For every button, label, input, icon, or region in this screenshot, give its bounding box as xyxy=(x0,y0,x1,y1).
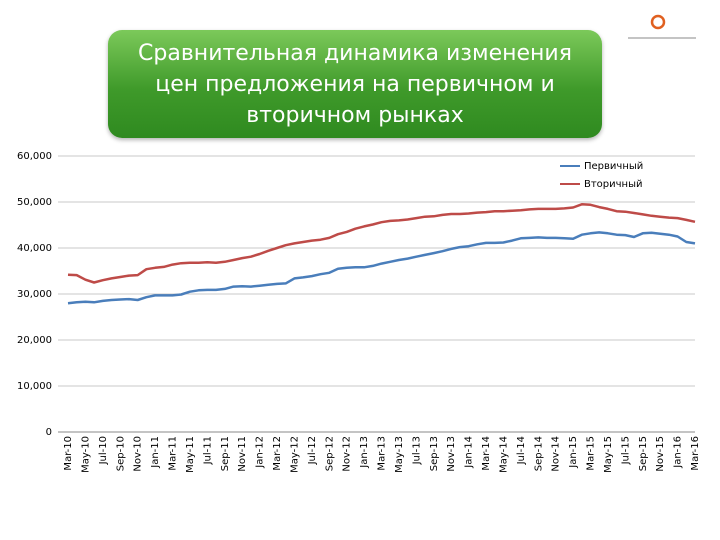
chart-title: Сравнительная динамика изменения цен пре… xyxy=(108,30,602,138)
x-tick-label: Mar-12 xyxy=(272,436,283,471)
x-tick-label: Mar-14 xyxy=(481,436,492,471)
x-tick-label: Sep-13 xyxy=(429,436,440,471)
x-tick-label: Mar-16 xyxy=(690,436,701,471)
x-tick-label: Mar-15 xyxy=(586,436,597,471)
y-tick-label: 30,000 xyxy=(17,289,52,300)
x-tick-label: Sep-15 xyxy=(638,436,649,471)
x-tick-label: Jul-14 xyxy=(516,436,527,465)
x-tick-label: May-11 xyxy=(185,436,196,473)
x-tick-label: Jan-13 xyxy=(359,436,370,469)
x-tick-label: Sep-12 xyxy=(324,436,335,471)
x-tick-label: Jul-12 xyxy=(307,436,318,465)
y-tick-label: 0 xyxy=(46,427,52,438)
series-line xyxy=(67,203,696,284)
x-tick-label: Jul-13 xyxy=(411,436,422,465)
y-tick-label: 60,000 xyxy=(17,151,52,162)
x-tick-label: Nov-13 xyxy=(446,436,457,472)
x-tick-label: Jul-11 xyxy=(202,436,213,465)
x-tick-label: May-10 xyxy=(80,436,91,473)
x-tick-label: Jan-16 xyxy=(673,436,684,469)
x-tick-label: Sep-14 xyxy=(533,436,544,471)
x-tick-label: Nov-11 xyxy=(237,436,248,472)
x-tick-label: Sep-11 xyxy=(220,436,231,471)
x-tick-label: May-13 xyxy=(394,436,405,473)
x-tick-label: May-15 xyxy=(603,436,614,473)
x-tick-label: May-14 xyxy=(498,436,509,473)
y-tick-label: 20,000 xyxy=(17,335,52,346)
x-tick-label: Mar-13 xyxy=(377,436,388,471)
x-tick-label: Mar-10 xyxy=(63,436,74,471)
legend-label: Вторичный xyxy=(584,179,643,190)
legend-label: Первичный xyxy=(584,161,643,172)
x-tick-label: Jan-11 xyxy=(150,436,161,469)
y-tick-label: 40,000 xyxy=(17,243,52,254)
x-tick-label: Sep-10 xyxy=(115,436,126,471)
x-tick-label: Mar-11 xyxy=(168,436,179,471)
x-tick-label: Nov-12 xyxy=(342,436,353,472)
logo-mark xyxy=(650,14,666,30)
x-tick-label: Jan-15 xyxy=(568,436,579,469)
x-tick-label: Jan-14 xyxy=(464,436,475,469)
series-line xyxy=(67,231,696,305)
x-tick-label: Nov-14 xyxy=(551,436,562,472)
x-tick-label: Jul-15 xyxy=(620,436,631,465)
y-tick-label: 50,000 xyxy=(17,197,52,208)
x-tick-label: Nov-15 xyxy=(655,436,666,472)
y-tick-label: 10,000 xyxy=(17,381,52,392)
x-tick-label: May-12 xyxy=(289,436,300,473)
x-tick-label: Nov-10 xyxy=(133,436,144,472)
x-tick-label: Jan-12 xyxy=(255,436,266,469)
x-tick-label: Jul-10 xyxy=(98,436,109,465)
